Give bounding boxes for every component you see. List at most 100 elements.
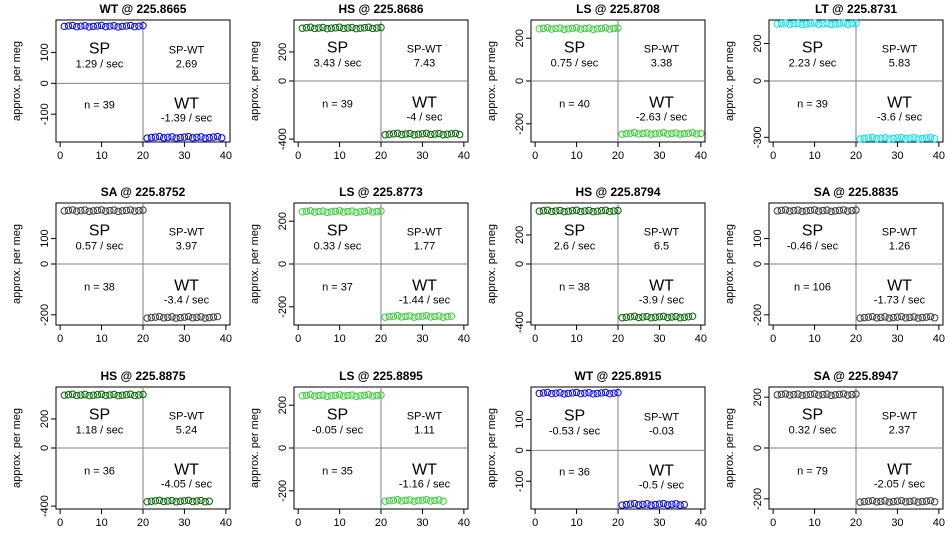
y-tick-label: 0 xyxy=(277,78,289,84)
data-point xyxy=(793,390,802,398)
data-point xyxy=(68,206,77,214)
data-point xyxy=(414,496,422,505)
data-point xyxy=(118,391,126,399)
data-point xyxy=(802,390,810,399)
data-point xyxy=(430,496,439,504)
series-points xyxy=(535,24,705,138)
data-point xyxy=(647,501,655,509)
data-point xyxy=(897,313,905,321)
data-point xyxy=(651,313,659,322)
data-point xyxy=(438,497,447,505)
data-point xyxy=(789,207,798,215)
y-tick-label: -200 xyxy=(277,296,289,318)
panel-title: LS @ 225.8773 xyxy=(339,185,423,199)
data-point xyxy=(372,391,381,399)
data-point xyxy=(139,21,147,30)
data-point xyxy=(802,20,810,28)
data-point xyxy=(335,207,343,215)
data-point xyxy=(884,498,893,506)
x-tick-label: 30 xyxy=(416,333,428,345)
data-point xyxy=(577,208,585,216)
y-axis-label: approx. per meg xyxy=(11,224,23,304)
x-tick-label: 10 xyxy=(333,517,345,529)
panel-title: LT @ 225.8731 xyxy=(814,2,896,16)
data-point xyxy=(414,313,422,321)
data-point xyxy=(351,392,360,400)
data-point xyxy=(368,208,376,217)
data-point xyxy=(676,130,684,138)
data-point xyxy=(814,20,822,28)
data-point xyxy=(401,496,410,504)
x-tick-label: 20 xyxy=(374,150,386,162)
data-point xyxy=(556,207,564,215)
data-point xyxy=(826,207,835,216)
y-tick-label: -200 xyxy=(277,479,289,501)
data-point xyxy=(426,496,434,505)
data-point xyxy=(552,207,560,216)
data-point xyxy=(335,23,343,31)
data-point xyxy=(376,391,385,399)
data-point xyxy=(622,129,630,138)
x-tick-label: 10 xyxy=(808,517,820,529)
data-point xyxy=(368,392,376,400)
diff-value: 6.5 xyxy=(654,241,669,253)
x-tick-label: 30 xyxy=(178,517,190,529)
data-point xyxy=(572,206,581,215)
data-point xyxy=(218,134,226,142)
data-point xyxy=(155,313,164,321)
y-tick-label: 100 xyxy=(39,43,51,61)
data-point xyxy=(806,207,814,215)
panel-6: LS @ 225.8773 0 10 20 30 40 200 0 -200 approx. pe… xyxy=(249,185,470,345)
data-point xyxy=(306,23,314,31)
data-point xyxy=(560,389,568,398)
x-tick-label: 40 xyxy=(457,517,469,529)
data-point xyxy=(593,389,601,397)
data-point xyxy=(438,131,447,139)
data-point xyxy=(409,497,418,505)
data-point xyxy=(118,22,126,31)
x-tick-label: 10 xyxy=(808,333,820,345)
data-point xyxy=(926,133,934,142)
x-tick-label: 40 xyxy=(695,333,707,345)
data-point xyxy=(568,207,577,215)
data-point xyxy=(168,133,176,141)
data-point xyxy=(380,131,389,139)
data-point xyxy=(176,497,184,505)
data-point xyxy=(893,134,901,142)
data-point xyxy=(343,208,352,216)
data-point xyxy=(684,313,693,321)
data-point xyxy=(193,314,201,322)
data-point xyxy=(356,391,364,400)
data-point xyxy=(197,133,205,141)
data-point xyxy=(806,390,814,398)
data-point xyxy=(655,500,664,508)
data-point xyxy=(102,207,110,216)
data-point xyxy=(364,23,372,31)
data-point xyxy=(930,314,938,322)
data-point xyxy=(160,497,168,505)
data-point xyxy=(889,314,897,322)
data-point xyxy=(164,314,172,322)
data-point xyxy=(913,498,922,506)
data-point xyxy=(347,391,356,399)
sp-rate: 0.33 / sec xyxy=(313,241,361,253)
data-point xyxy=(601,24,610,32)
data-point xyxy=(122,22,131,30)
data-point xyxy=(397,496,405,505)
x-tick-label: 10 xyxy=(333,333,345,345)
data-point xyxy=(151,313,160,322)
y-tick-label: -200 xyxy=(514,113,526,135)
y-tick-label: 200 xyxy=(277,212,289,230)
data-point xyxy=(630,499,639,507)
data-point xyxy=(835,207,843,215)
wt-label: WT xyxy=(649,94,674,111)
data-point xyxy=(193,496,201,505)
data-point xyxy=(777,390,785,398)
data-point xyxy=(930,135,938,143)
data-point xyxy=(85,207,93,216)
data-point xyxy=(318,391,327,399)
data-point xyxy=(614,24,622,32)
data-point xyxy=(860,497,868,505)
wt-rate: -0.5 / sec xyxy=(639,479,685,491)
